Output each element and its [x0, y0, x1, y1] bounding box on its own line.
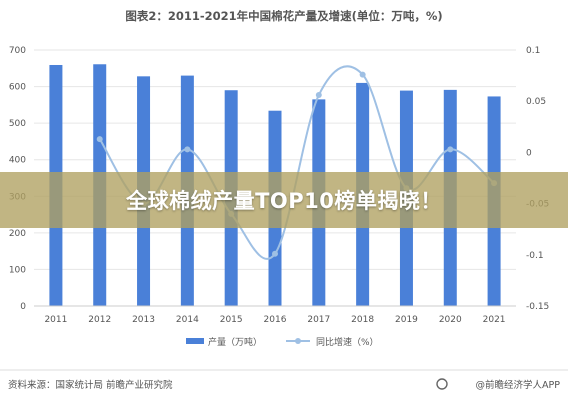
chart-title: 图表2：2011-2021年中国棉花产量及增速(单位：万吨，%) [125, 9, 442, 23]
y-tick-label: 400 [9, 156, 26, 166]
growth-point [447, 146, 454, 153]
y-tick-label: 100 [9, 265, 26, 275]
y-tick-label: 200 [9, 229, 26, 239]
x-tick-label: 2017 [307, 315, 330, 325]
x-tick-label: 2016 [264, 315, 287, 325]
legend-label-bar: 产量（万吨） [208, 336, 262, 348]
legend-label-line: 同比增速（%） [316, 336, 379, 348]
growth-point [96, 136, 103, 143]
brand-logo-icon [436, 378, 448, 390]
headline-text: 全球棉绒产量TOP10榜单揭晓！ [126, 189, 442, 213]
y-tick-label: 700 [9, 46, 26, 56]
x-tick-label: 2015 [220, 315, 243, 325]
x-tick-label: 2013 [132, 315, 155, 325]
x-tick-label: 2011 [44, 315, 67, 325]
legend-swatch-bar [186, 338, 204, 344]
x-tick-label: 2014 [176, 315, 199, 325]
legend: 产量（万吨） 同比增速（%） [186, 336, 379, 348]
x-axis: 2011 2012 2013 2014 2015 2016 2017 2018 2019 2020… [34, 305, 516, 325]
x-tick-label: 2012 [88, 315, 111, 325]
headline-banner: 全球棉绒产量TOP10榜单揭晓！ [0, 172, 568, 228]
y2-tick-label: -0.15 [526, 302, 549, 312]
brand-name: @前瞻经济学人APP [476, 379, 561, 391]
y2-tick-label: 0.1 [526, 46, 540, 56]
y-tick-label: 500 [9, 119, 26, 129]
y-tick-label: 0 [20, 302, 26, 312]
x-tick-label: 2018 [351, 315, 374, 325]
y2-tick-label: -0.1 [526, 251, 544, 261]
x-tick-label: 2020 [439, 315, 462, 325]
y2-tick-label: 0.05 [526, 97, 546, 107]
growth-point [359, 71, 366, 78]
growth-point [184, 146, 191, 153]
y2-tick-label: 0 [526, 148, 532, 158]
x-tick-label: 2021 [483, 315, 506, 325]
line-series [96, 65, 498, 260]
growth-point [272, 250, 278, 257]
growth-line [98, 65, 495, 260]
legend-swatch-marker [295, 338, 301, 344]
source-note: 资料来源：国家统计局 前瞻产业研究院 [8, 379, 173, 391]
x-tick-label: 2019 [395, 315, 418, 325]
growth-point [315, 92, 322, 99]
y-tick-label: 600 [9, 83, 26, 93]
